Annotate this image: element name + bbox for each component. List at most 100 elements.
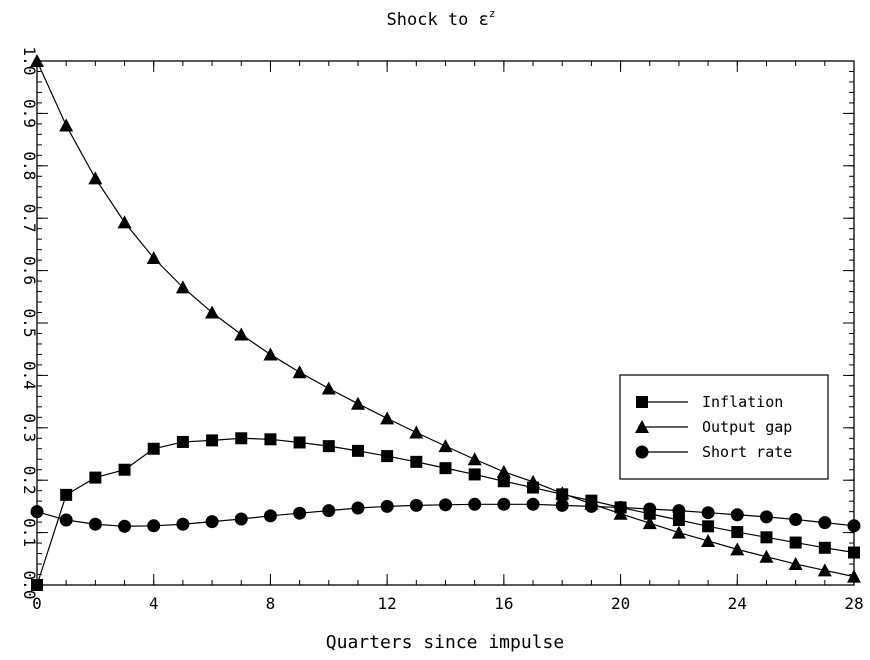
output-gap-point [117,215,132,229]
x-tick-label: 12 [378,594,397,613]
output-gap-point [234,327,249,341]
short-rate-point [468,497,482,511]
short-rate-point [497,497,511,511]
inflation-point [176,435,189,448]
legend-marker-short-rate [635,445,649,459]
inflation-point [497,475,510,488]
short-rate-point [555,498,569,512]
output-gap-point [438,439,453,453]
output-gap-point [467,452,482,466]
y-tick-label: 0.9 [20,99,39,128]
y-tick-label: 0.4 [20,361,39,390]
short-rate-point [263,509,277,523]
output-gap-point [730,542,745,556]
y-tick-label: 0.8 [20,151,39,180]
short-rate-point [643,502,657,516]
y-tick-label: 0.2 [20,466,39,495]
inflation-point [351,444,364,457]
x-tick-label: 20 [611,594,630,613]
short-rate-point [730,508,744,522]
legend: Inflation Output gap Short rate [619,374,829,480]
output-gap-point [847,569,861,583]
short-rate-point [701,506,715,520]
x-tick-label: 28 [844,594,863,613]
short-rate-point [293,506,307,520]
short-rate-point [614,500,628,514]
output-gap-point [496,464,511,478]
output-gap-point [788,557,803,571]
x-tick-label: 16 [494,594,513,613]
short-rate-point [409,498,423,512]
short-rate-point [672,504,686,518]
short-rate-point [439,498,452,512]
output-gap-point [555,486,570,500]
inflation-point [89,471,102,484]
short-rate-point [118,519,132,533]
inflation-point [147,442,160,455]
y-tick-label: 0.6 [20,256,39,285]
short-rate-point [847,519,861,533]
y-tick-label: 0.5 [20,309,39,338]
inflation-point [264,433,277,446]
short-rate-point [818,516,832,530]
inflation-point [789,536,802,549]
short-rate-point [147,519,161,533]
inflation-point [31,579,43,591]
short-rate-point [205,515,219,529]
inflation-point [702,520,715,533]
short-rate-point [759,510,773,524]
output-gap-point [526,474,541,488]
output-gap-point [59,118,74,132]
inflation-point [848,546,860,559]
inflation-point [731,526,744,539]
output-gap-point [263,347,278,361]
output-gap-point [292,365,307,379]
inflation-point [206,434,219,447]
x-axis-label: Quarters since impulse [326,632,564,653]
inflation-point [818,541,831,554]
short-rate-point [59,513,73,527]
output-gap-point [205,305,220,319]
output-gap-point [175,280,190,294]
x-tick-label: 4 [149,594,159,613]
inflation-point [410,455,423,468]
x-tick-label: 0 [32,594,42,613]
legend-label-short-rate: Short rate [702,443,792,461]
legend-marker-output-gap [635,420,649,433]
output-gap-point [759,549,774,563]
output-gap-point [409,425,424,439]
x-tick-label: 24 [728,594,747,613]
inflation-point [468,468,481,481]
output-gap-point [642,516,657,530]
output-gap-point [88,171,103,185]
short-rate-point [30,505,44,519]
y-tick-label: 0.1 [20,518,39,547]
y-tick-label: 0.7 [20,204,39,233]
inflation-point [322,440,335,453]
output-gap-point [146,251,161,265]
short-rate-point [234,512,248,526]
short-rate-point [322,504,336,518]
inflation-point [672,514,685,527]
chart-title: Shock to εz [387,7,496,30]
legend-label-inflation: Inflation [702,393,783,411]
y-tick-label: 1.0 [20,47,39,76]
short-rate-point [380,499,394,513]
short-rate-point [176,517,190,531]
inflation-point [381,450,394,463]
inflation-point [118,463,131,476]
inflation-point [439,462,452,475]
output-gap-point [817,563,832,577]
inflation-point [760,531,773,544]
short-rate-point [789,513,803,526]
plot-area: 0 4 8 12 16 20 24 28 0.0 0.1 0.2 0.3 0.4 0.5 0.6 0.7 0.8… [20,47,864,613]
x-tick-label: 8 [266,594,276,613]
output-gap-point [701,533,716,547]
inflation-point [60,488,73,501]
legend-marker-inflation [636,396,648,408]
inflation-point [293,436,306,449]
y-tick-label: 0.0 [20,571,39,600]
output-gap-point [30,54,44,67]
output-gap-point [380,411,395,425]
short-rate-point [584,499,598,513]
